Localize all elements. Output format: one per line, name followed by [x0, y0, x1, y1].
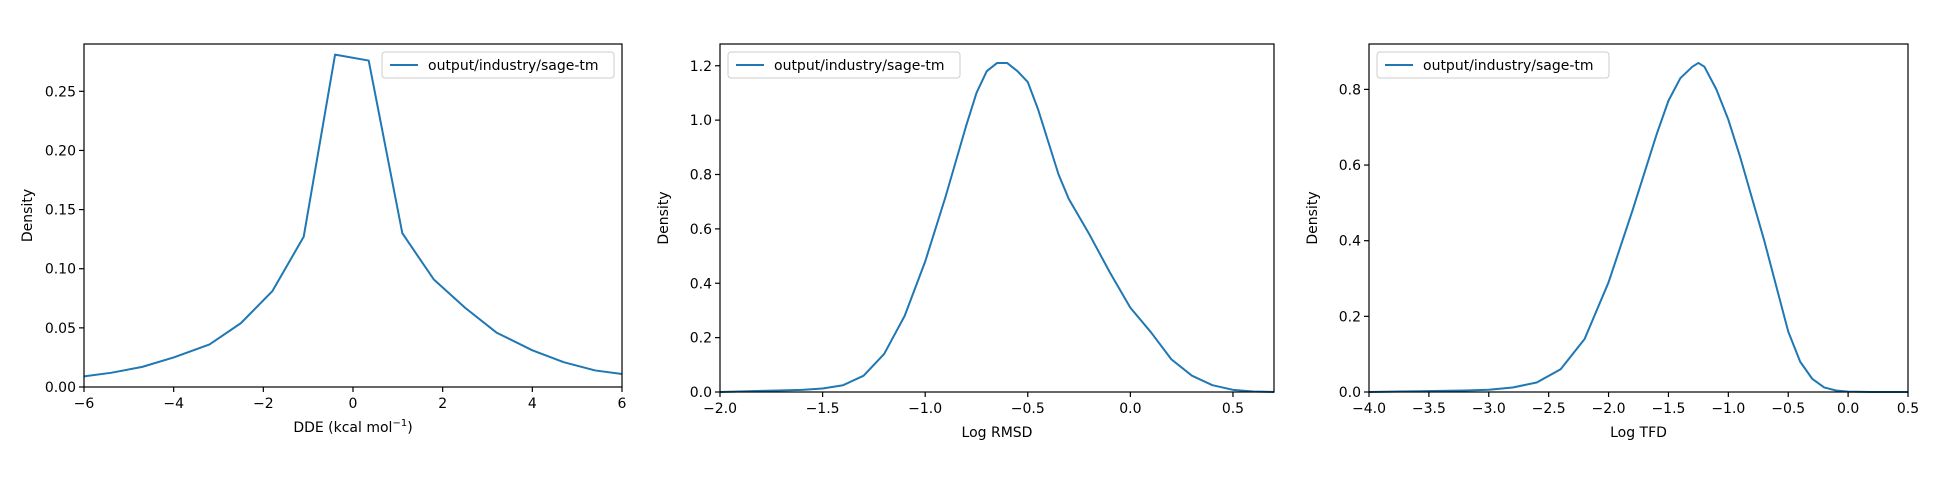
- y-axis-label: Density: [656, 191, 672, 244]
- y-tick-label: 0.20: [45, 143, 76, 159]
- x-tick-label: 0.5: [1222, 401, 1244, 417]
- x-tick-label: 0.5: [1897, 401, 1919, 417]
- legend: output/industry/sage-tm: [1376, 51, 1610, 79]
- x-tick-label: −2: [253, 396, 274, 412]
- y-tick-label: 0.10: [45, 262, 76, 278]
- x-tick-label: −3.5: [1412, 401, 1446, 417]
- x-tick-label: −1.0: [908, 401, 942, 417]
- x-axis-label: Log TFD: [1610, 425, 1667, 441]
- chart-panel-3: −4.0 −3.5 −3.0 −2.5 −2.0 −1.5 −1.0 −0.5 0.0 0.5 0.…: [1305, 43, 1919, 441]
- y-tick-label: 1.2: [690, 59, 712, 75]
- x-tick-label: −6: [74, 396, 95, 412]
- legend: output/industry/sage-tm: [727, 51, 961, 79]
- y-tick-label: 0.25: [45, 84, 76, 100]
- density-line: [719, 62, 1275, 393]
- density-line: [83, 53, 623, 378]
- x-tick-label: −0.5: [1771, 401, 1805, 417]
- y-tick-label: 0.2: [1339, 309, 1361, 325]
- x-tick-label: −0.5: [1011, 401, 1045, 417]
- y-tick-label: 0.0: [690, 385, 712, 401]
- y-tick-label: 0.4: [690, 276, 712, 292]
- x-axis-label-text: Log TFD: [1610, 425, 1667, 441]
- legend: output/industry/sage-tm: [381, 51, 615, 79]
- density-line: [1368, 61, 1908, 393]
- y-tick-label: 0.4: [1339, 234, 1361, 250]
- y-tick-label: 0.6: [1339, 158, 1361, 174]
- x-tick-label: −1.5: [1651, 401, 1685, 417]
- x-tick-label: 2: [438, 396, 447, 412]
- x-axis-label-text: DDE (kcal mol: [293, 420, 392, 436]
- legend-box: [381, 51, 615, 79]
- y-tick-label: 0.8: [690, 168, 712, 184]
- x-axis-label: Log RMSD: [962, 425, 1033, 441]
- x-tick-label: 4: [528, 396, 537, 412]
- y-tick-label: 0.6: [690, 222, 712, 238]
- legend-label: output/industry/sage-tm: [774, 58, 945, 74]
- x-axis-label-text: Log RMSD: [962, 425, 1033, 441]
- axes-frame: [719, 43, 1275, 393]
- y-tick-label: 1.0: [690, 113, 712, 129]
- y-axis-label: Density: [1305, 191, 1321, 244]
- x-tick-label: −4: [163, 396, 184, 412]
- axes-frame: [1368, 43, 1909, 393]
- x-axis-label-suffix: ): [407, 420, 412, 436]
- chart-panel-1: −6 −4 −2 0 2 4 6 0.00 0.05 0.10 0.15 0.20 0.25 DDE (k…: [20, 43, 627, 436]
- y-tick-label: 0.15: [45, 203, 76, 219]
- y-tick-label: 0.2: [690, 331, 712, 347]
- x-tick-label: 6: [618, 396, 627, 412]
- x-tick-label: 0: [349, 396, 358, 412]
- y-axis-label: Density: [20, 189, 36, 242]
- legend-box: [1376, 51, 1610, 79]
- x-tick-label: 0.0: [1119, 401, 1141, 417]
- chart-panel-2: −2.0 −1.5 −1.0 −0.5 0.0 0.5 0.0 0.2 0.4 0.6 0.8 1.0…: [656, 43, 1275, 441]
- legend-label: output/industry/sage-tm: [428, 58, 599, 74]
- x-tick-label: −2.0: [703, 401, 737, 417]
- legend-label: output/industry/sage-tm: [1423, 58, 1594, 74]
- x-axis-label: DDE (kcal mol−1): [293, 418, 412, 436]
- axes-frame: [83, 43, 623, 388]
- legend-box: [727, 51, 961, 79]
- y-tick-label: 0.8: [1339, 82, 1361, 98]
- y-tick-label: 0.05: [45, 321, 76, 337]
- x-tick-label: −3.0: [1472, 401, 1506, 417]
- x-tick-label: −2.5: [1532, 401, 1566, 417]
- y-tick-label: 0.0: [1339, 385, 1361, 401]
- x-tick-label: −2.0: [1592, 401, 1626, 417]
- x-tick-label: −4.0: [1352, 401, 1386, 417]
- x-tick-label: −1.5: [806, 401, 840, 417]
- x-axis-label-superscript: −1: [392, 418, 407, 429]
- x-tick-label: 0.0: [1837, 401, 1859, 417]
- x-tick-label: −1.0: [1711, 401, 1745, 417]
- y-tick-label: 0.00: [45, 380, 76, 396]
